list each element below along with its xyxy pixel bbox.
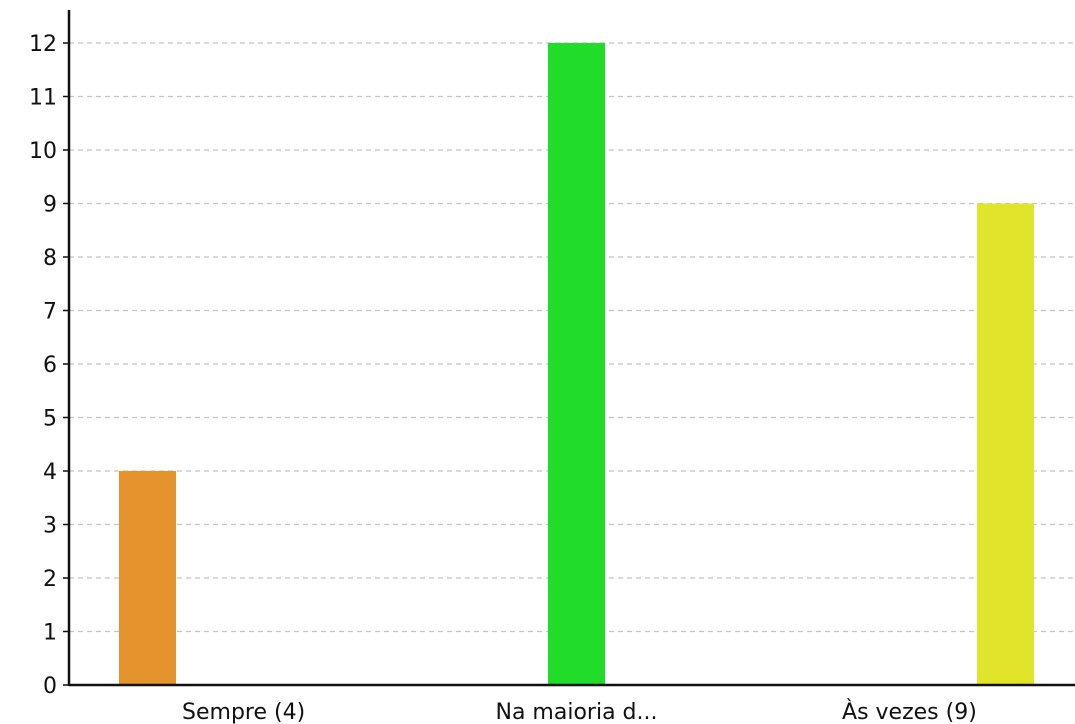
- axes: [67, 10, 1075, 687]
- y-tick-label: 5: [43, 407, 57, 432]
- y-tick-label: 9: [43, 193, 57, 218]
- y-tick-label: 8: [43, 246, 57, 271]
- bar: [119, 471, 176, 685]
- y-tick-label: 0: [43, 674, 57, 699]
- gridlines: [69, 42, 1075, 633]
- bar: [977, 203, 1034, 685]
- y-tick-label: 1: [43, 621, 57, 646]
- y-tick-label: 7: [43, 300, 57, 325]
- x-tick-label: Na maioria d...: [496, 700, 658, 724]
- bars: [119, 43, 1034, 685]
- y-tick-label: 4: [43, 460, 57, 485]
- y-tick-label: 3: [43, 514, 57, 539]
- bar: [548, 43, 605, 685]
- x-tick-label: Às vezes (9): [842, 699, 977, 724]
- y-tick-label: 6: [43, 353, 57, 378]
- y-tick-label: 2: [43, 567, 57, 592]
- y-tick-label: 10: [29, 139, 57, 164]
- x-tick-label: Sempre (4): [182, 700, 305, 724]
- y-tick-label: 11: [29, 86, 57, 111]
- y-tick-label: 12: [29, 32, 57, 57]
- x-tick-labels: Sempre (4) Na maioria d... Às vezes (9): [182, 699, 977, 724]
